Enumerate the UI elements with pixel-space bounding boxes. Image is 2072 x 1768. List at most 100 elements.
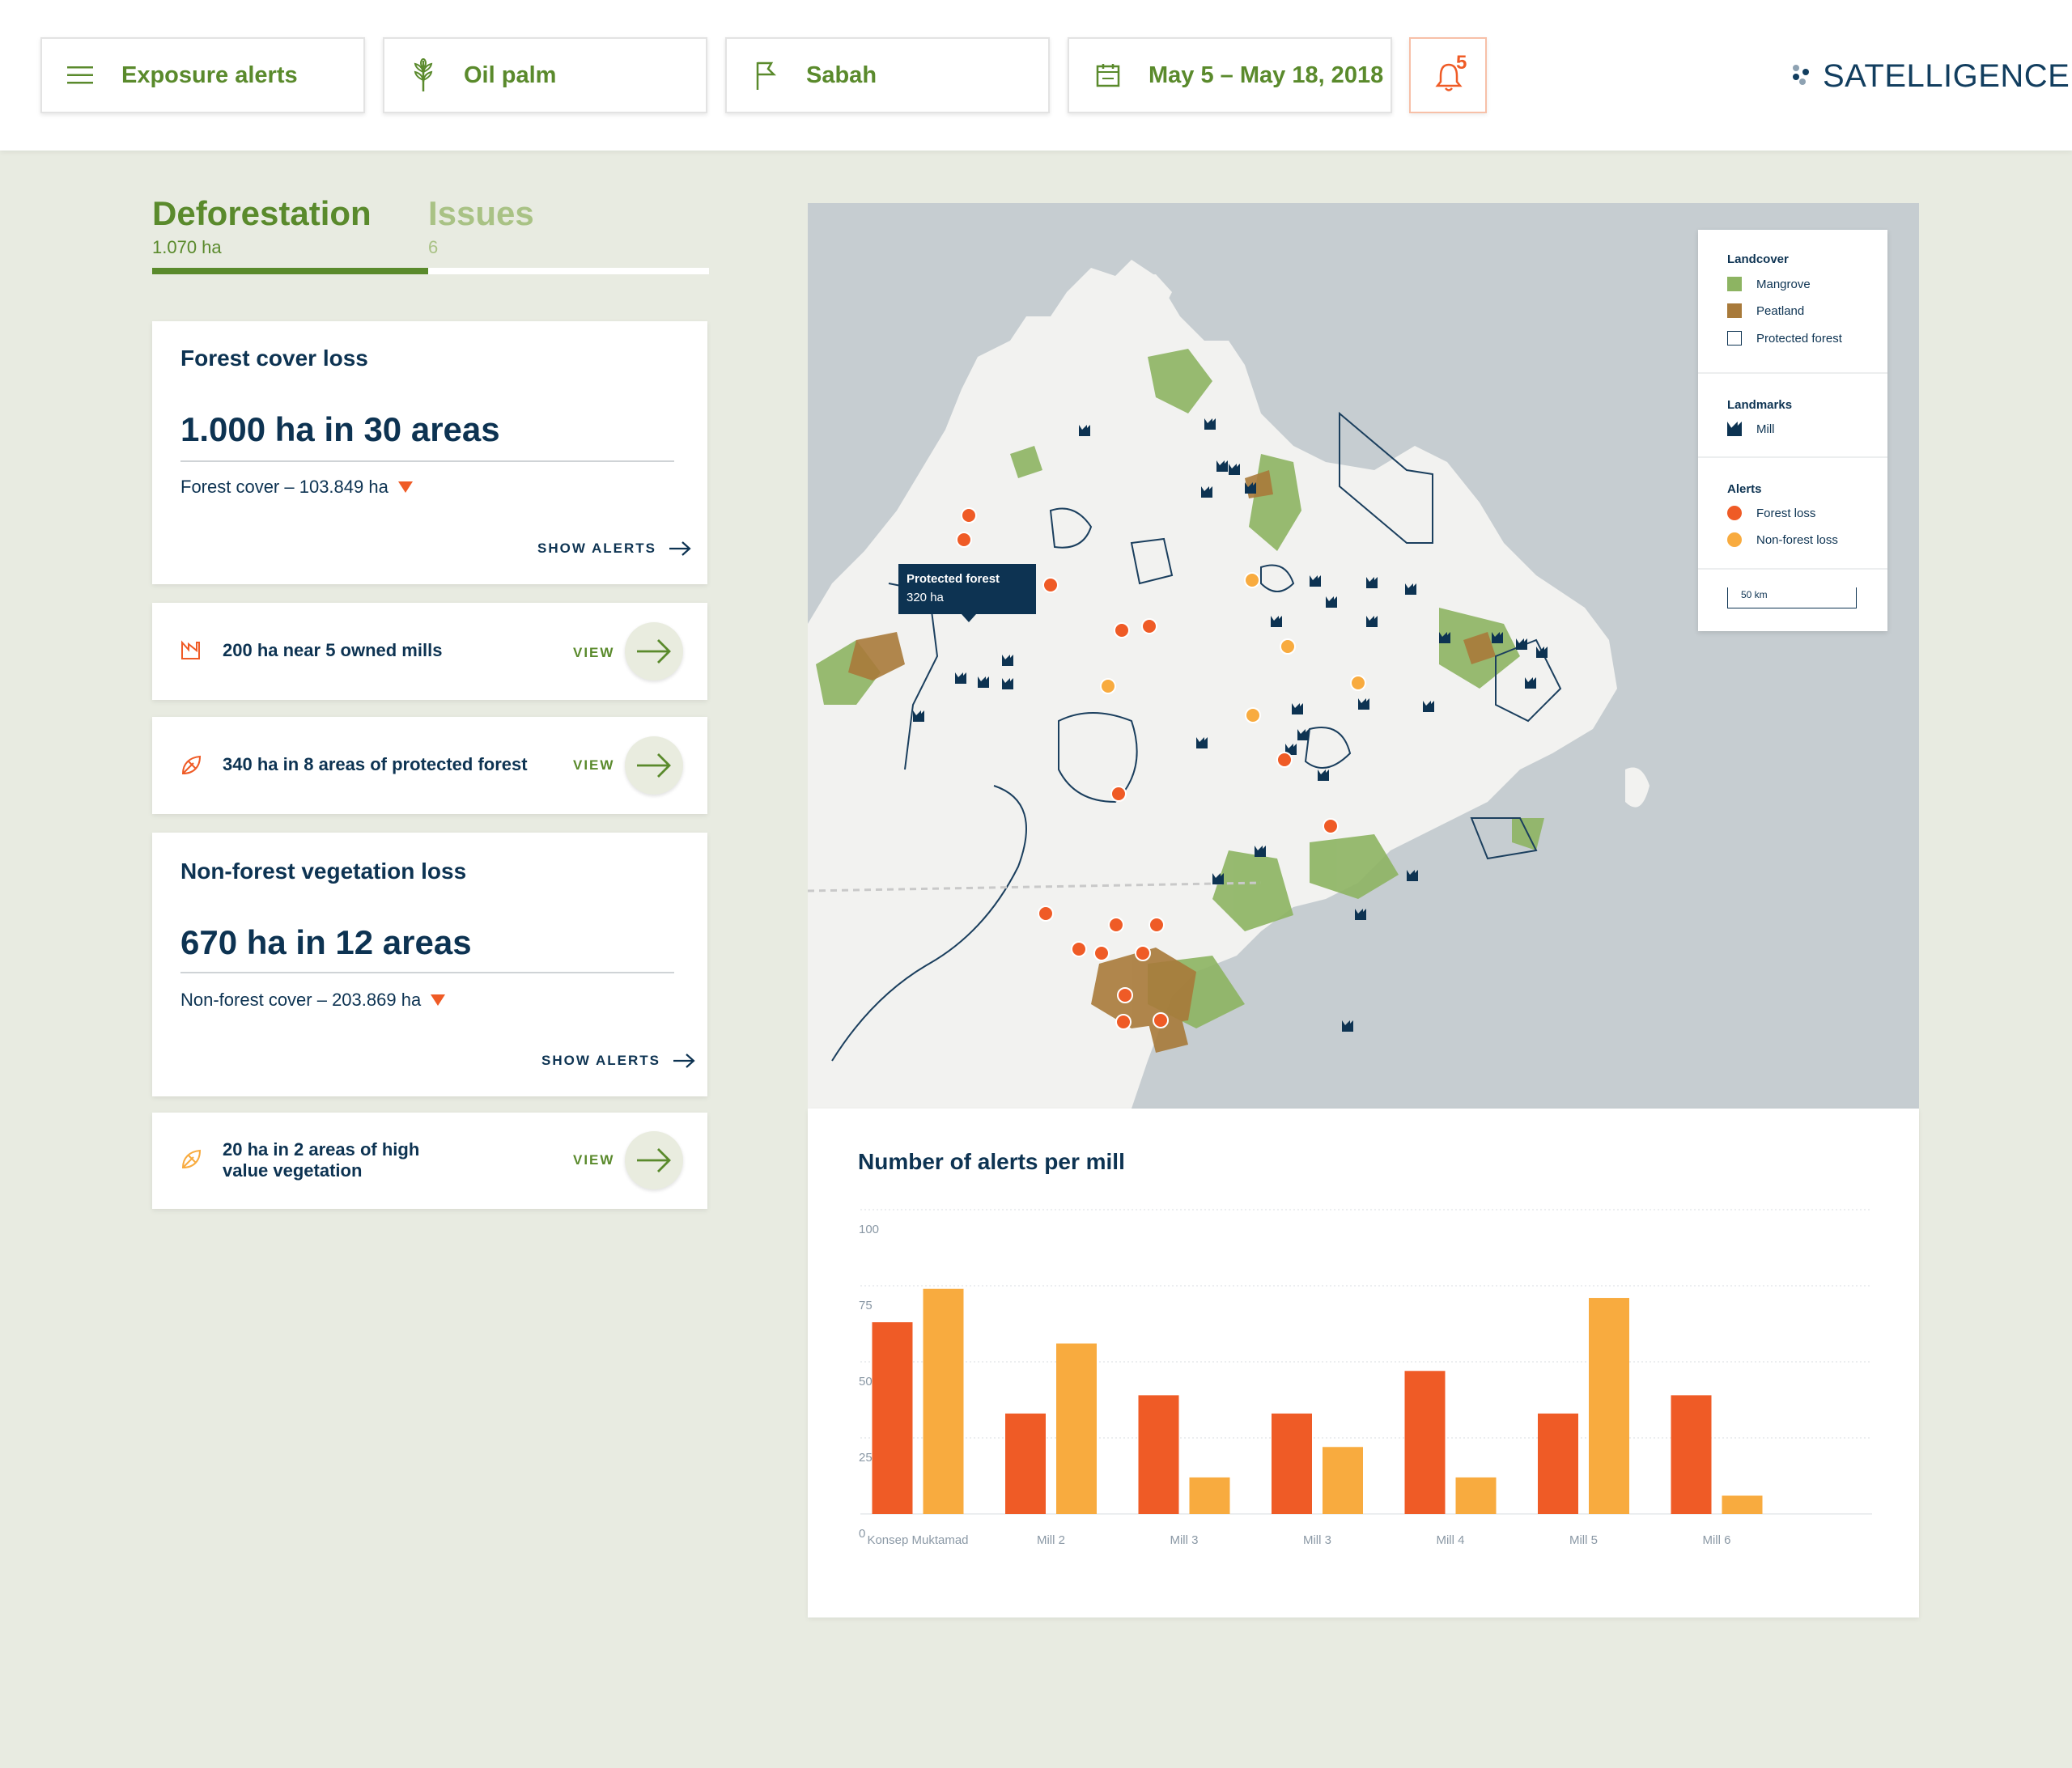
island (1132, 274, 1172, 308)
view-label: VIEW (573, 645, 615, 660)
legend-label: Forest loss (1756, 506, 1816, 520)
decrease-icon (397, 481, 413, 493)
non-forest-loss-card: Non-forest vegetation loss 670 ha in 12 … (152, 833, 707, 1096)
card-headline: 1.000 ha in 30 areas (180, 410, 500, 448)
protected-forest-alert-row[interactable]: 340 ha in 8 areas of protected forest VI… (152, 717, 707, 814)
view-label: VIEW (573, 757, 615, 773)
calendar-icon (1092, 59, 1124, 91)
peatland-areas (848, 470, 1496, 1053)
row-text: 200 ha near 5 owned mills (223, 640, 443, 660)
bar (1455, 1477, 1497, 1514)
view-button[interactable] (625, 1131, 683, 1189)
row-text-line-1: 20 ha in 2 areas of high (223, 1139, 420, 1160)
bar (872, 1322, 913, 1514)
top-bar: Exposure alerts Oil palm Sabah May 5 – M… (0, 0, 2072, 151)
scale-label: 50 km (1741, 589, 1768, 600)
state-border (808, 881, 1262, 892)
divider (1698, 456, 1887, 458)
show-alerts-label: SHOW ALERTS (537, 541, 656, 556)
alerts-per-mill-chart: Number of alerts per mill 0 25 50 75 100 Kons… (808, 1109, 1919, 1617)
bar (1138, 1395, 1179, 1514)
tooltip-value: 320 ha (906, 591, 944, 604)
swatch (1727, 303, 1742, 318)
protected-forest-boundaries (831, 411, 1562, 1062)
leaf-icon (180, 754, 202, 781)
island (1625, 767, 1650, 808)
x-tick-label: Mill 2 (1037, 1533, 1065, 1547)
y-tick-label: 0 (859, 1527, 865, 1541)
logo-mark-icon (1790, 63, 1811, 90)
show-alerts-label: SHOW ALERTS (541, 1053, 660, 1068)
bar (1189, 1477, 1230, 1514)
tab-label: Issues (428, 194, 534, 232)
show-alerts-button[interactable]: SHOW ALERTS (537, 540, 692, 558)
y-tick-label: 25 (859, 1451, 873, 1465)
bar (1404, 1371, 1446, 1514)
x-tick-label: Mill 3 (1303, 1533, 1331, 1547)
menu-icon (65, 59, 97, 91)
view-label: VIEW (573, 1152, 615, 1168)
chart-canvas: 0 25 50 75 100 Konsep Muktamad Mill 2 Mill 3 Mil… (859, 1209, 1872, 1547)
swatch (1727, 506, 1742, 520)
forest-cover-loss-card: Forest cover loss 1.000 ha in 30 areas F… (152, 321, 707, 584)
card-title: Forest cover loss (180, 346, 368, 371)
row-text-line-2: value vegetation (223, 1160, 363, 1181)
tab-sub: 1.070 ha (152, 237, 222, 257)
non-forest-loss-alerts (1100, 572, 1366, 723)
legend-mill: Mill (1727, 422, 1775, 436)
tab-track (152, 268, 709, 274)
tooltip-title: Protected forest (906, 572, 1000, 586)
divider (180, 460, 674, 462)
show-alerts-button[interactable]: SHOW ALERTS (541, 1052, 696, 1070)
mill-outline-icon (180, 640, 201, 665)
filter-commodity[interactable]: Oil palm (383, 37, 707, 113)
filter-label: Oil palm (464, 61, 557, 88)
bar (1323, 1447, 1363, 1514)
mill-markers (913, 418, 1548, 1032)
flag-icon (749, 59, 782, 91)
notifications-button[interactable]: 5 (1409, 37, 1487, 113)
brand-logo: SATELLIGENCE (1790, 58, 2070, 95)
y-tick-label: 75 (859, 1299, 873, 1312)
x-tick-label: Mill 5 (1569, 1533, 1598, 1547)
arrow-right-icon (669, 541, 691, 556)
notification-count: 5 (1456, 52, 1467, 74)
row-text: 340 ha in 8 areas of protected forest (223, 754, 528, 774)
legend-non-forest-loss: Non-forest loss (1727, 532, 1838, 547)
chart-title: Number of alerts per mill (858, 1149, 1125, 1174)
divider (1698, 568, 1887, 570)
legend-landcover-title: Landcover (1727, 252, 1789, 266)
leaf-icon (180, 1148, 202, 1175)
view-button[interactable] (625, 622, 683, 680)
filter-exposure-alerts[interactable]: Exposure alerts (40, 37, 365, 113)
map-canvas (808, 260, 1650, 1109)
high-value-vegetation-row[interactable]: 20 ha in 2 areas of high value vegetatio… (152, 1113, 707, 1209)
filter-date-range[interactable]: May 5 – May 18, 2018 (1068, 37, 1392, 113)
map-legend: Landcover Mangrove Peatland Protected fo… (1698, 230, 1887, 631)
protected-forest-tooltip: Protected forest 320 ha (898, 564, 1036, 622)
mills-alert-row[interactable]: 200 ha near 5 owned mills VIEW (152, 603, 707, 700)
row-text: 20 ha in 2 areas of high value vegetatio… (223, 1139, 419, 1181)
bar (1005, 1413, 1046, 1514)
legend-landmarks-title: Landmarks (1727, 398, 1793, 412)
bell-icon (1435, 61, 1463, 96)
x-tick-label: Mill 4 (1436, 1533, 1464, 1547)
x-tick-label: Konsep Muktamad (867, 1533, 968, 1547)
arrow-right-icon (637, 639, 671, 664)
view-button[interactable] (625, 736, 683, 795)
y-tick-label: 100 (859, 1223, 879, 1236)
legend-protected-forest: Protected forest (1727, 331, 1842, 346)
logo-text: SATELLIGENCE (1823, 58, 2070, 94)
filter-label: May 5 – May 18, 2018 (1149, 61, 1384, 88)
x-tick-label: Mill 6 (1702, 1533, 1730, 1547)
forest-loss-alerts (956, 507, 1339, 1030)
legend-alerts-title: Alerts (1727, 482, 1762, 496)
decrease-icon (431, 994, 446, 1006)
alerts-map[interactable]: Protected forest 320 ha Landcover Mangro… (808, 203, 1919, 1109)
bar (1538, 1413, 1578, 1514)
bar (1671, 1395, 1712, 1514)
legend-forest-loss: Forest loss (1727, 506, 1815, 520)
forest-cover-total: Forest cover – 103.849 ha (180, 477, 413, 498)
card-headline: 670 ha in 12 areas (180, 923, 472, 961)
filter-region[interactable]: Sabah (725, 37, 1050, 113)
